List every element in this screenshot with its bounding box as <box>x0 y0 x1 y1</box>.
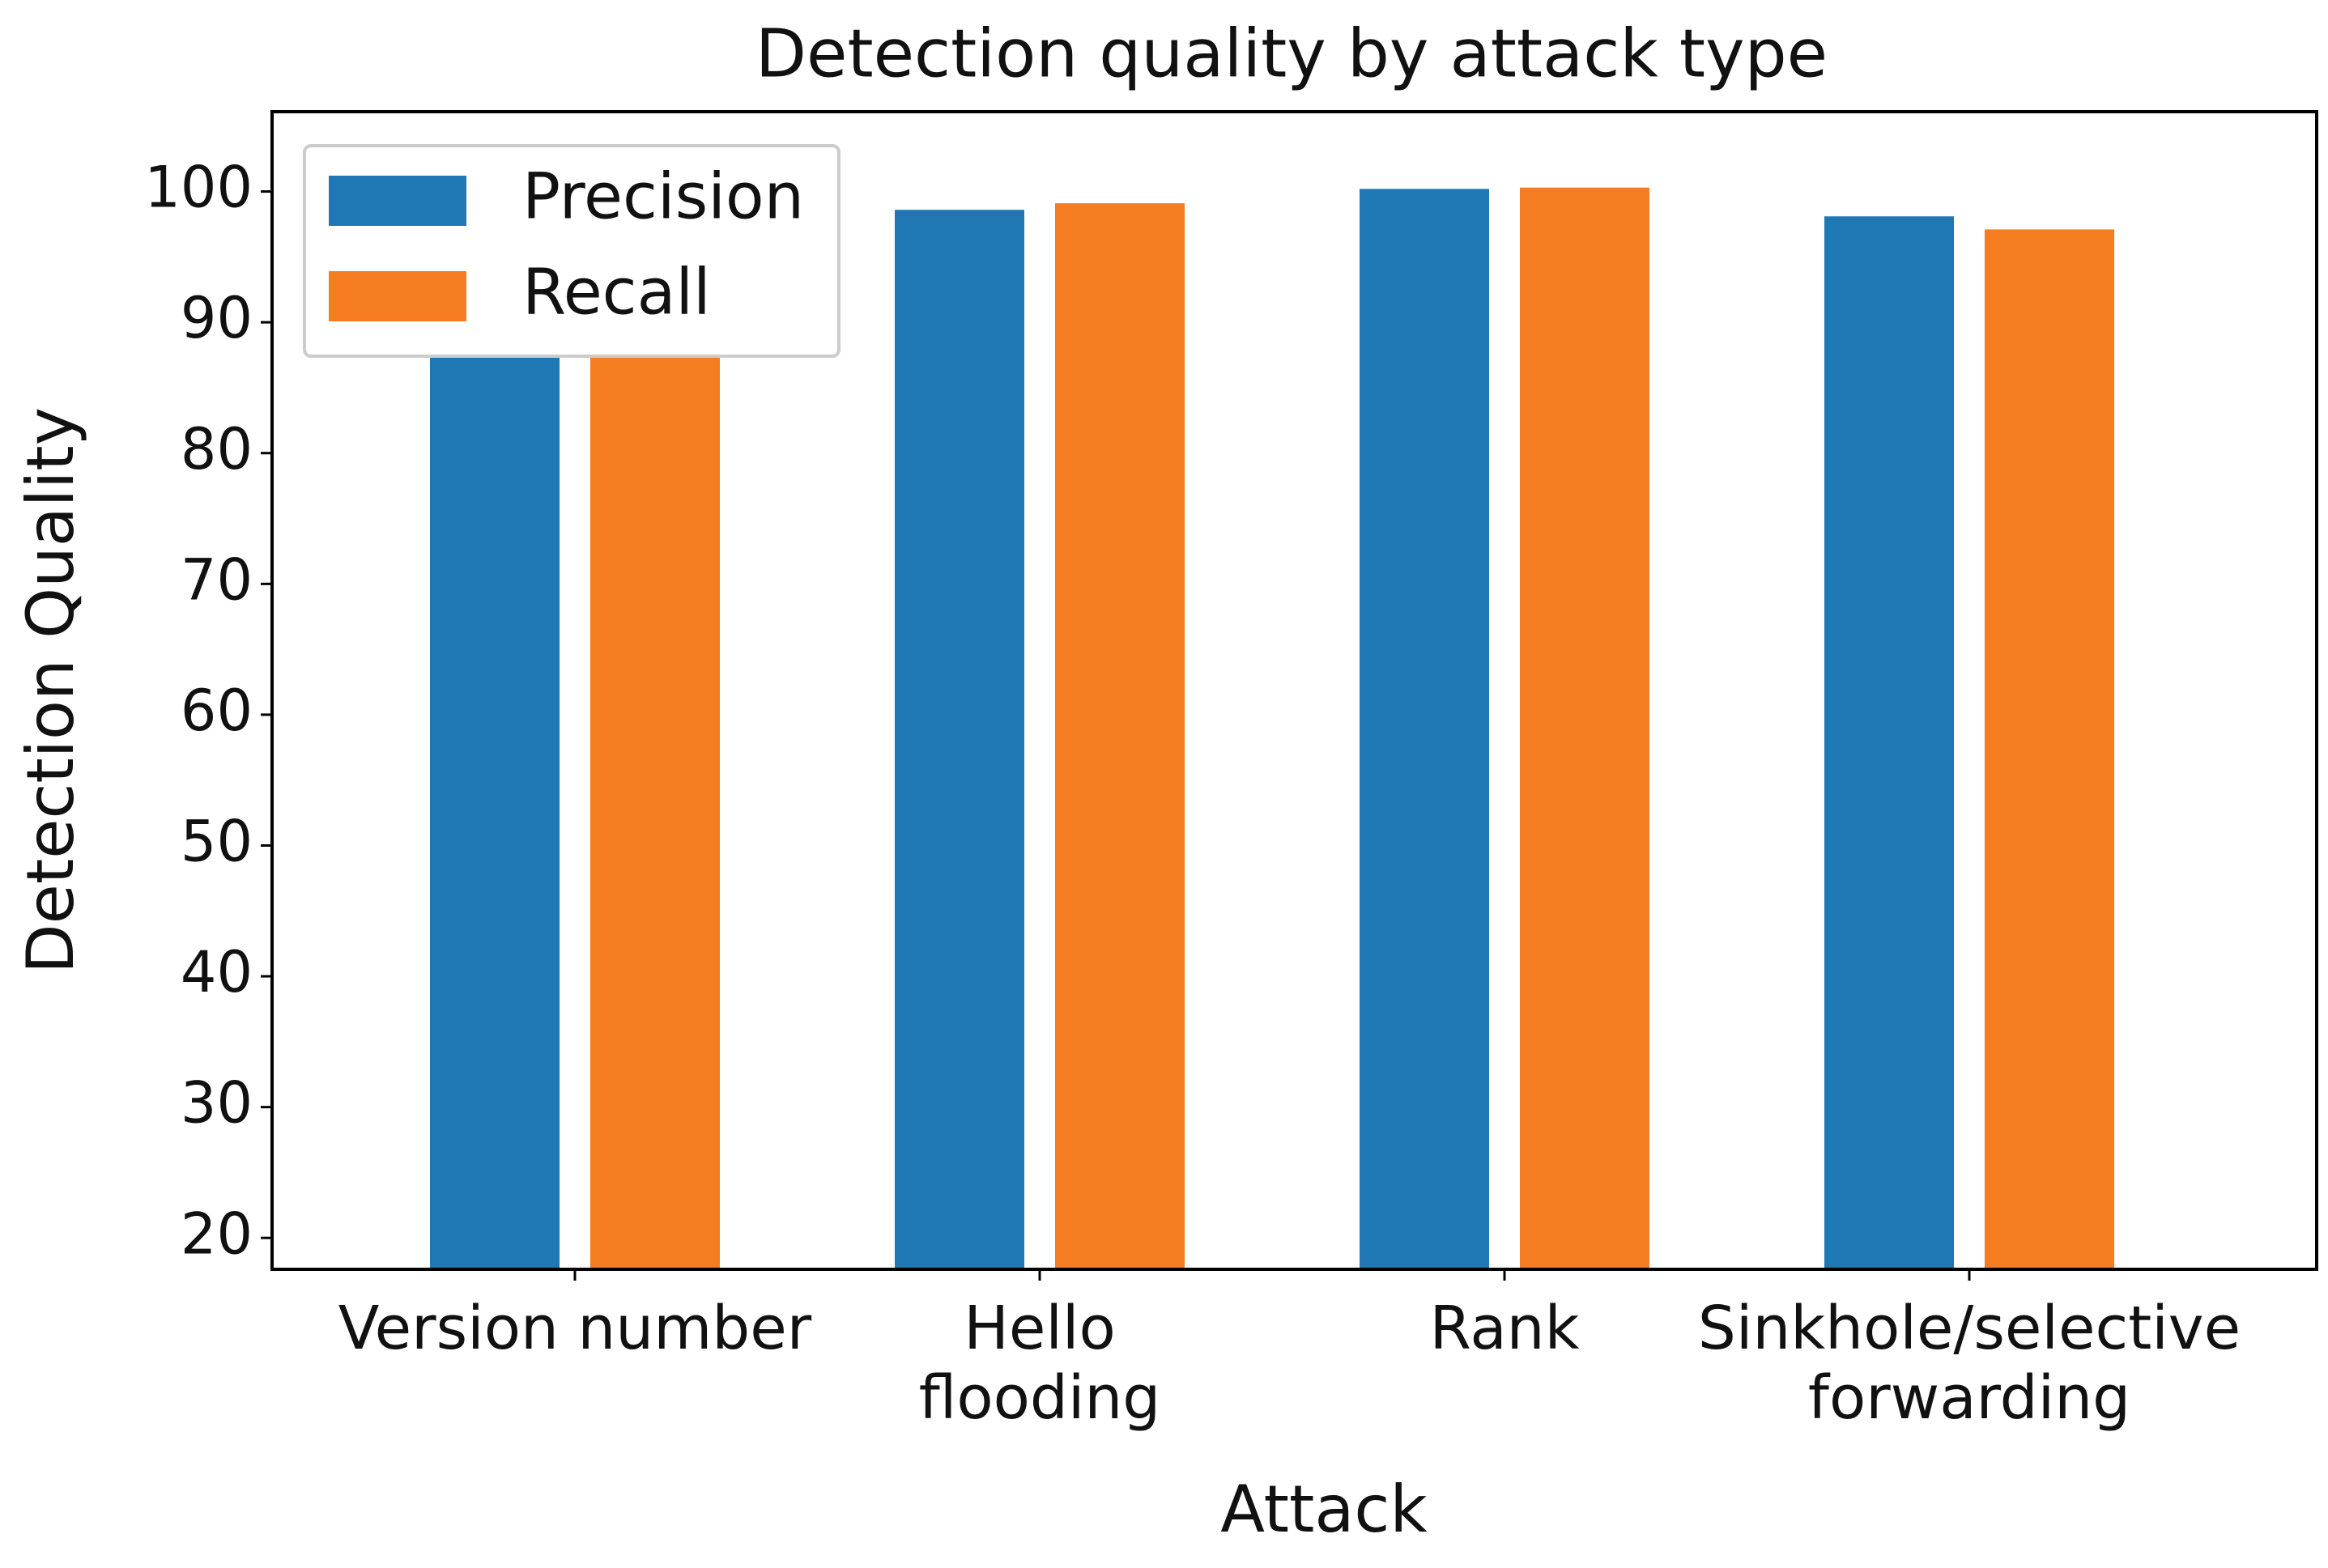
y-tick-label: 100 <box>144 155 253 221</box>
bar <box>590 322 720 1270</box>
x-axis-label: Attack <box>1220 1472 1428 1547</box>
bar <box>1520 187 1649 1269</box>
legend-label: Recall <box>522 256 711 329</box>
y-axis-label: Detection Quality <box>13 407 88 974</box>
legend: Precision Recall <box>303 144 841 358</box>
bar <box>430 322 560 1270</box>
legend-label: Precision <box>522 160 804 233</box>
y-tick-label: 80 <box>181 416 253 482</box>
bar <box>1985 229 2114 1270</box>
bar <box>1055 203 1185 1270</box>
y-tick-label: 70 <box>181 546 253 613</box>
legend-swatch <box>329 271 466 321</box>
chart-title: Detection quality by attack type <box>755 15 1828 92</box>
x-tick-label: Sinkhole/selective forwarding <box>1697 1294 2241 1433</box>
x-tick-label: Hello flooding <box>918 1294 1161 1433</box>
y-tick-label: 20 <box>181 1200 253 1267</box>
bar <box>1360 189 1489 1269</box>
x-tick-label: Version number <box>338 1294 812 1363</box>
bar <box>1824 216 1954 1270</box>
y-tick-label: 90 <box>181 285 253 351</box>
y-tick-label: 50 <box>181 809 253 875</box>
x-tick-label: Rank <box>1429 1294 1580 1363</box>
y-tick-label: 30 <box>181 1070 253 1137</box>
y-tick-label: 40 <box>181 939 253 1005</box>
y-tick-label: 60 <box>181 678 253 744</box>
plot-frame <box>270 110 2318 1271</box>
legend-swatch <box>329 176 466 226</box>
bar <box>895 210 1024 1270</box>
